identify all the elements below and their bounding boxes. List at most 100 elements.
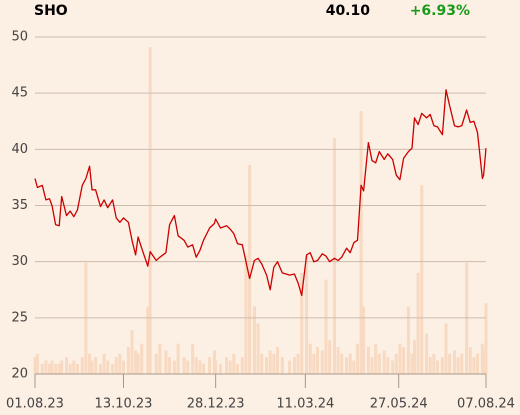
volume-bar — [265, 357, 269, 374]
volume-bar — [410, 353, 414, 374]
y-tick-label: 20 — [11, 367, 28, 382]
volume-bar — [308, 343, 312, 374]
y-tick-label: 45 — [11, 86, 28, 101]
volume-bar — [225, 357, 229, 374]
volume-bar — [296, 353, 300, 374]
volume-bar — [68, 363, 72, 374]
volume-bar — [130, 330, 134, 374]
x-tick-label: 11.03.24 — [276, 397, 334, 412]
volume-bar — [328, 340, 332, 374]
volume-bar — [260, 353, 264, 374]
volume-bar — [198, 360, 202, 374]
volume-bar — [35, 353, 39, 374]
volume-bar — [288, 360, 292, 374]
volume-bar — [465, 262, 469, 374]
volume-bar — [172, 360, 176, 374]
volume-bar — [240, 357, 244, 374]
volume-bar — [425, 333, 429, 374]
y-tick-label: 30 — [11, 254, 28, 269]
volume-bar — [476, 353, 480, 374]
volume-bar — [406, 306, 410, 374]
volume-bar — [164, 350, 168, 374]
volume-bar — [148, 47, 152, 375]
volume-bar — [228, 360, 232, 374]
volume-bar — [348, 353, 352, 374]
volume-bar — [416, 272, 420, 374]
volume-bar — [126, 347, 130, 374]
volume-bar — [359, 111, 363, 374]
volume-bar — [102, 353, 106, 374]
volume-bar — [111, 363, 115, 374]
y-tick-label: 25 — [11, 310, 28, 325]
volume-bar — [340, 353, 344, 374]
volume-bar — [146, 306, 150, 374]
x-tick-label: 07.08.24 — [457, 397, 515, 412]
volume-bar — [191, 343, 195, 374]
volume-bar — [176, 343, 180, 374]
volume-bar — [448, 353, 452, 374]
volume-bar — [90, 360, 94, 374]
volume-bar — [472, 357, 476, 374]
volume-bar — [377, 353, 381, 374]
price: 40.10 — [326, 3, 371, 19]
volume-bar — [232, 353, 236, 374]
volume-bar — [54, 363, 58, 374]
ticker: SHO — [34, 3, 68, 19]
volume-bar — [248, 165, 252, 374]
volume-bar — [391, 360, 395, 374]
volume-bar — [398, 343, 402, 374]
volume-bar — [428, 357, 432, 374]
volume-bar — [370, 357, 374, 374]
volume-bar — [60, 360, 64, 374]
volume-bar — [136, 353, 140, 374]
volume-bar — [374, 343, 378, 374]
volume-bar — [332, 138, 336, 374]
x-tick-label: 28.12.23 — [187, 397, 245, 412]
volume-bar — [312, 353, 316, 374]
volume-bar — [134, 350, 138, 374]
volume-bar — [122, 360, 126, 374]
volume-bar — [300, 272, 304, 374]
volume-bar — [482, 350, 486, 374]
volume-bar — [444, 323, 448, 374]
volume-bar — [436, 360, 440, 374]
volume-bar — [40, 363, 44, 374]
volume-bar — [382, 350, 386, 374]
volume-bar — [218, 363, 222, 374]
volume-bar — [452, 350, 456, 374]
volume-bar — [194, 357, 198, 374]
volume-bar — [275, 347, 279, 374]
volume-bar — [468, 347, 472, 374]
volume-bar — [65, 357, 69, 374]
volume-bar — [315, 347, 319, 374]
volume-bar — [94, 357, 98, 374]
volume-bar — [106, 360, 110, 374]
x-tick-label: 01.08.23 — [6, 397, 64, 412]
volume-bar — [48, 363, 52, 374]
volume-bar — [154, 353, 158, 374]
volume-bar — [292, 357, 296, 374]
volume-bar — [140, 343, 144, 374]
volume-bar — [252, 306, 256, 374]
volume-bar — [456, 357, 460, 374]
volume-bar — [88, 353, 92, 374]
volume-bar — [420, 185, 424, 374]
volume-bar — [355, 343, 359, 374]
x-tick-label: 13.10.23 — [95, 397, 153, 412]
y-tick-label: 50 — [11, 30, 28, 45]
volume-bar — [272, 353, 276, 374]
x-tick-label: 27.05.24 — [370, 397, 428, 412]
volume-bar — [386, 357, 390, 374]
volume-bar — [320, 350, 324, 374]
volume-bar — [182, 357, 186, 374]
volume-bar — [44, 360, 48, 374]
volume-bar — [235, 363, 239, 374]
price-line — [34, 89, 487, 297]
volume-bar — [214, 360, 218, 374]
volume-bar — [305, 256, 309, 374]
volume-bar — [336, 347, 340, 374]
volume-bar — [460, 353, 464, 374]
volume-bar — [168, 357, 172, 374]
volume-bar — [33, 357, 37, 374]
